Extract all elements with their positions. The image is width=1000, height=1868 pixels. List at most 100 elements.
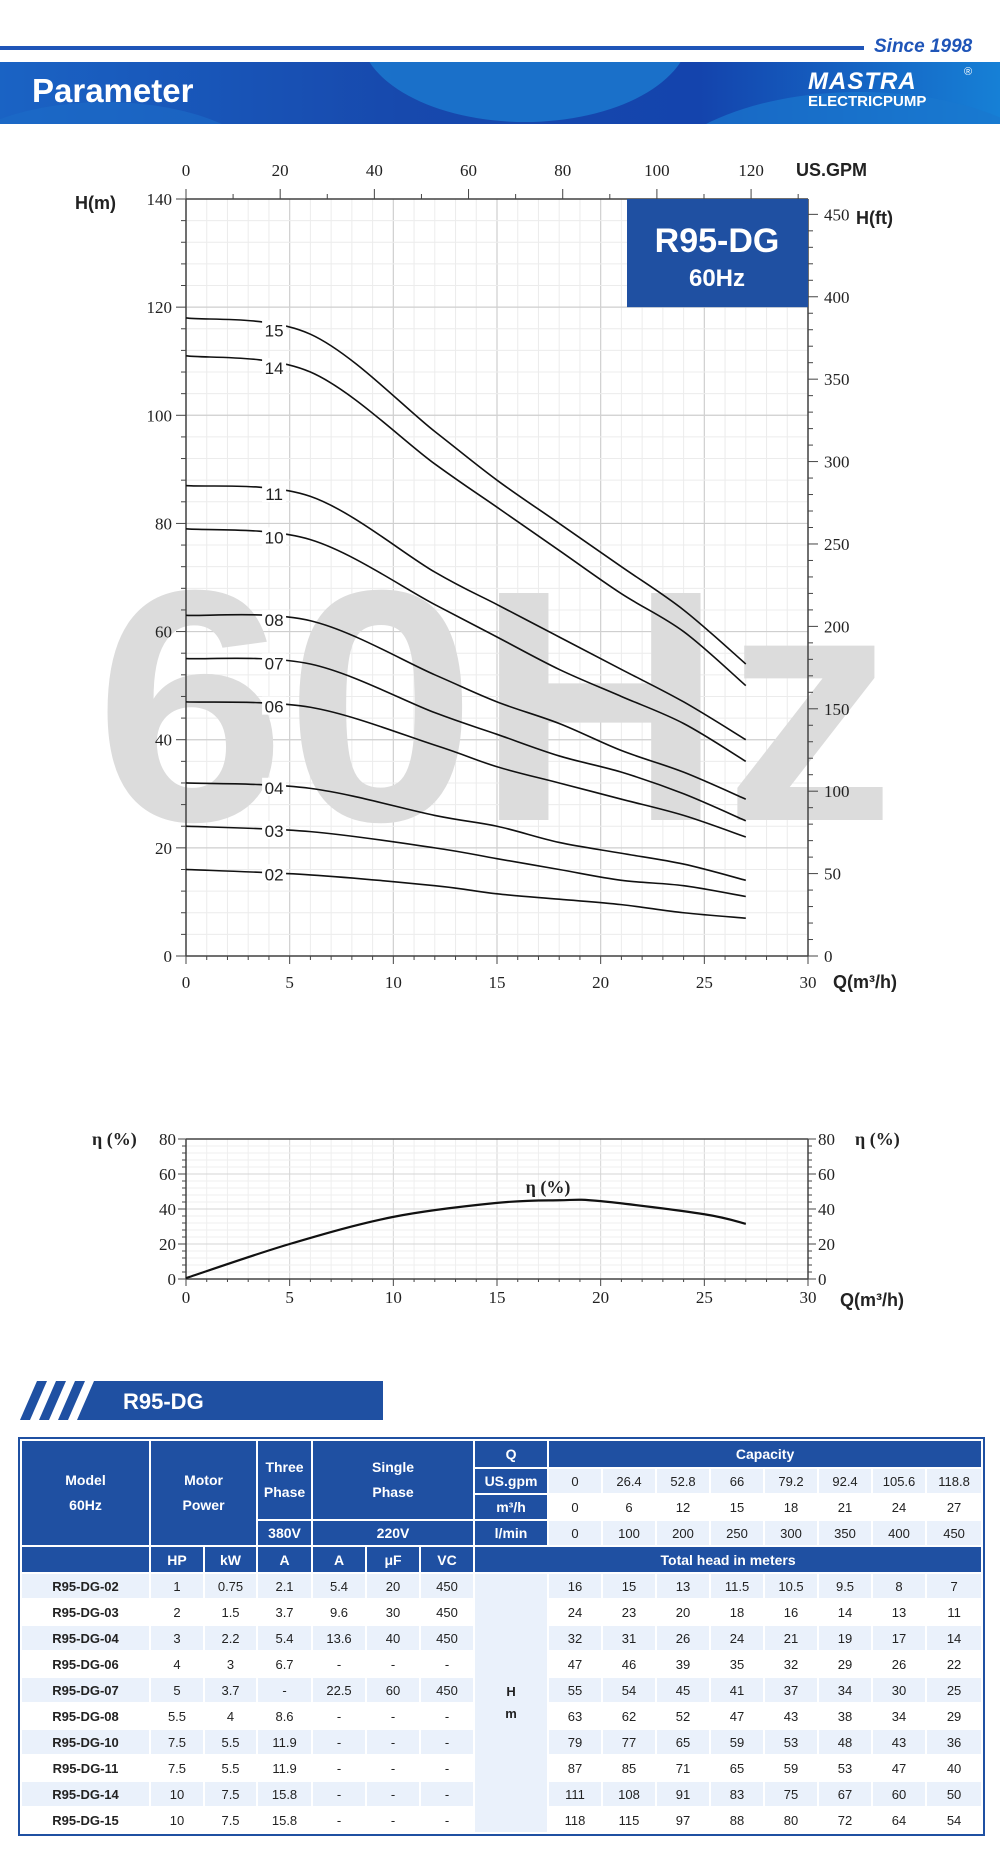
ft-tick-label: 50 [824,865,841,884]
capacity-value: 100 [601,1519,658,1547]
model-cell: R95-DG-15 [20,1806,151,1834]
total-head-header: Total head in meters [473,1545,984,1574]
three-phase-header: Three Phase [256,1439,314,1521]
head-value-cell: 45 [655,1676,712,1704]
curve-label-07: 07 [265,654,284,673]
hp-cell: 5 [149,1676,205,1704]
a1-cell: - [311,1728,368,1756]
head-value-cell: 29 [817,1650,874,1678]
unit-m3h-header: m³/h [473,1493,550,1521]
hp-cell: 3 [149,1624,205,1652]
capacity-value: 66 [709,1467,766,1495]
head-value-cell: 59 [763,1754,820,1782]
table-row: R95-DG-14 10 7.5 15.8- - -111 108 91 83 75 67 60 50 [20,1780,984,1808]
vc-cell: - [419,1702,476,1730]
head-value-cell: 65 [709,1754,766,1782]
head-value-cell: 7 [925,1572,984,1600]
single-phase-header-line: Single [372,1459,415,1475]
x-tick-label: 20 [592,973,609,992]
q-header: Q [473,1439,550,1469]
head-value-cell: 88 [709,1806,766,1834]
table-row: R95-DG-06 4 3 6.7- - -47 46 39 35 32 29 26 22 [20,1650,984,1678]
head-value-cell: 115 [601,1806,658,1834]
head-value-cell: 22 [925,1650,984,1678]
head-value-cell: 63 [547,1702,604,1730]
head-value-cell: 23 [601,1598,658,1626]
x-tick-label: 15 [489,973,506,992]
capacity-value: 250 [709,1519,766,1547]
head-value-cell: 32 [547,1624,604,1652]
spec-table: Model 60Hz Motor Power Three Phase Single Phase… [17,1437,986,1836]
a1-cell: 22.5 [311,1676,368,1704]
curve-label-11: 11 [265,485,283,504]
model-badge [627,199,808,308]
head-value-cell: 43 [871,1728,928,1756]
capacity-value: 0 [547,1519,604,1547]
logo-brand: MASTRA [808,68,917,95]
x-tick-label: 30 [800,973,817,992]
head-value-cell: 14 [925,1624,984,1652]
a1-cell: - [311,1702,368,1730]
head-value-cell: 19 [817,1624,874,1652]
head-value-cell: 62 [601,1702,658,1730]
vc-cell: 450 [419,1624,476,1652]
x-tick-label: 5 [285,973,294,992]
a3-cell: 11.9 [256,1728,314,1756]
head-curve-06 [185,701,747,838]
head-curve-11 [185,484,747,741]
head-value-cell: 10.5 [763,1572,820,1600]
capacity-value: 300 [763,1519,820,1547]
model-cell: R95-DG-04 [20,1624,151,1652]
hp-header: HP [149,1545,205,1574]
a1-cell: 13.6 [311,1624,368,1652]
vc-cell: 450 [419,1572,476,1600]
gpm-tick-label: 120 [738,161,764,180]
head-value-cell: 31 [601,1624,658,1652]
hp-cell: 4 [149,1650,205,1678]
header-banner: Parameter MASTRA ELECTRICPUMP ® [0,62,1000,124]
table-row: R95-DG-15 10 7.5 15.8- - -118 115 97 88 80 72 64 54 [20,1806,984,1834]
capacity-value: 26.4 [601,1467,658,1495]
header-divider-line [0,46,864,50]
since-text: Since 1998 [874,36,973,57]
capacity-value: 6 [601,1493,658,1521]
head-curve-10 [185,528,747,763]
table-row: R95-DG-08 5.5 4 8.6- - -63 62 52 47 43 38 34 29 [20,1702,984,1730]
y-tick-label: 80 [155,514,172,533]
x-tick-label: 30 [800,1288,817,1307]
single-phase-header-line: Phase [372,1484,414,1500]
head-value-cell: 60 [871,1780,928,1808]
head-value-cell: 21 [763,1624,820,1652]
a1-header: A [311,1545,368,1574]
head-value-cell: 79 [547,1728,604,1756]
head-value-cell: 8 [871,1572,928,1600]
x-tick-label: 15 [489,1288,506,1307]
head-curve-15 [185,317,747,665]
head-value-cell: 64 [871,1806,928,1834]
vc-header: VC [419,1545,476,1574]
x-tick-label: 25 [696,973,713,992]
motor-power-header-line: Motor [184,1472,223,1488]
capacity-value: 24 [871,1493,928,1521]
head-curve-04 [185,782,747,882]
head-value-cell: 16 [763,1598,820,1626]
head-value-cell: 15 [601,1572,658,1600]
a1-cell: 9.6 [311,1598,368,1626]
y-tick-label: 40 [159,1200,176,1219]
capacity-value: 15 [709,1493,766,1521]
a3-cell: 11.9 [256,1754,314,1782]
uf-cell: - [365,1702,422,1730]
model-cell: R95-DG-06 [20,1650,151,1678]
gpm-tick-label: 80 [554,161,571,180]
head-value-cell: 91 [655,1780,712,1808]
ft-tick-label: 350 [824,370,850,389]
y-tick-label: 140 [147,190,173,209]
head-value-cell: 108 [601,1780,658,1808]
a1-cell: - [311,1650,368,1678]
head-value-cell: 14 [817,1598,874,1626]
capacity-value: 92.4 [817,1467,874,1495]
motor-power-header: Motor Power [148,1439,259,1547]
y2-tick-label: 40 [818,1200,835,1219]
head-value-cell: 11 [925,1598,984,1626]
head-value-cell: 39 [655,1650,712,1678]
